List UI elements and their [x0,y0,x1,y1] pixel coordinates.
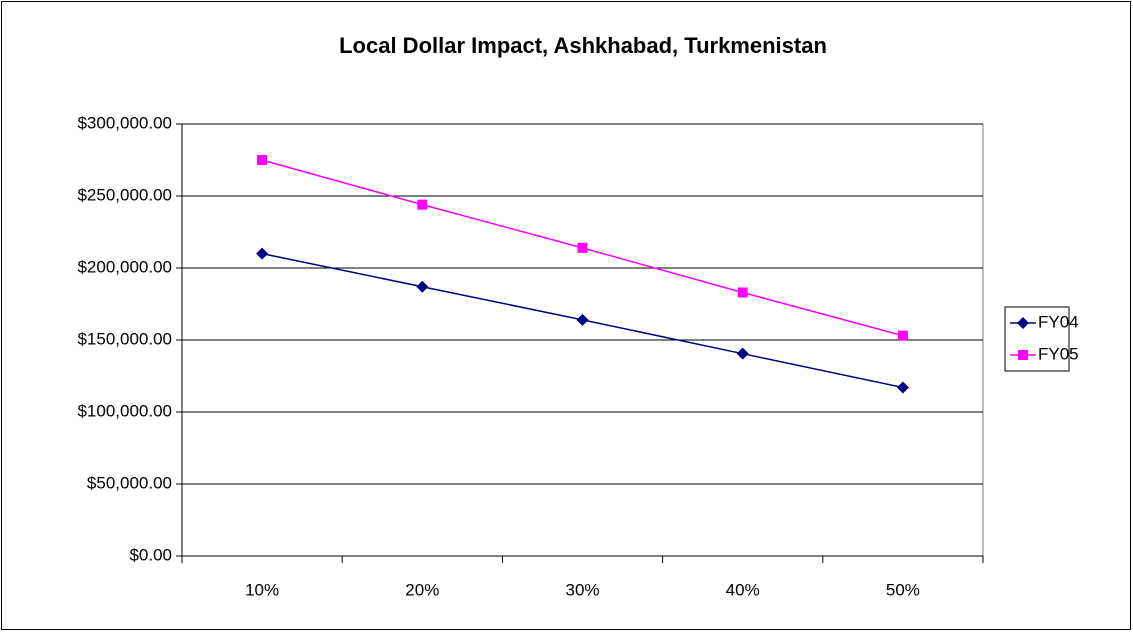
data-point [576,313,589,326]
data-point [577,242,588,253]
legend-marker [1018,350,1028,360]
data-point [416,280,429,293]
data-point [256,247,269,260]
data-point [896,381,909,394]
y-tick-label: $300,000.00 [77,113,172,132]
y-tick-label: $250,000.00 [77,185,172,204]
data-point [737,287,748,298]
y-tick-label: $200,000.00 [77,257,172,276]
data-point [417,199,428,210]
data-point [257,155,268,165]
x-tick-label: 50% [886,580,920,599]
legend-label: FY05 [1038,344,1079,363]
chart-title: Local Dollar Impact, Ashkhabad, Turkmeni… [339,33,827,58]
x-tick-label: 40% [726,580,760,599]
y-tick-label: $100,000.00 [77,401,172,420]
data-point [897,330,908,341]
y-tick-label: $50,000.00 [87,473,172,492]
legend-marker [1017,317,1029,329]
legend-box [1004,306,1070,372]
x-tick-label: 10% [245,580,279,599]
y-tick-label: $150,000.00 [77,329,172,348]
y-tick-label: $0.00 [129,545,172,564]
data-point [736,347,749,360]
x-tick-label: 30% [565,580,599,599]
x-tick-label: 20% [405,580,439,599]
legend-label: FY04 [1038,312,1079,331]
